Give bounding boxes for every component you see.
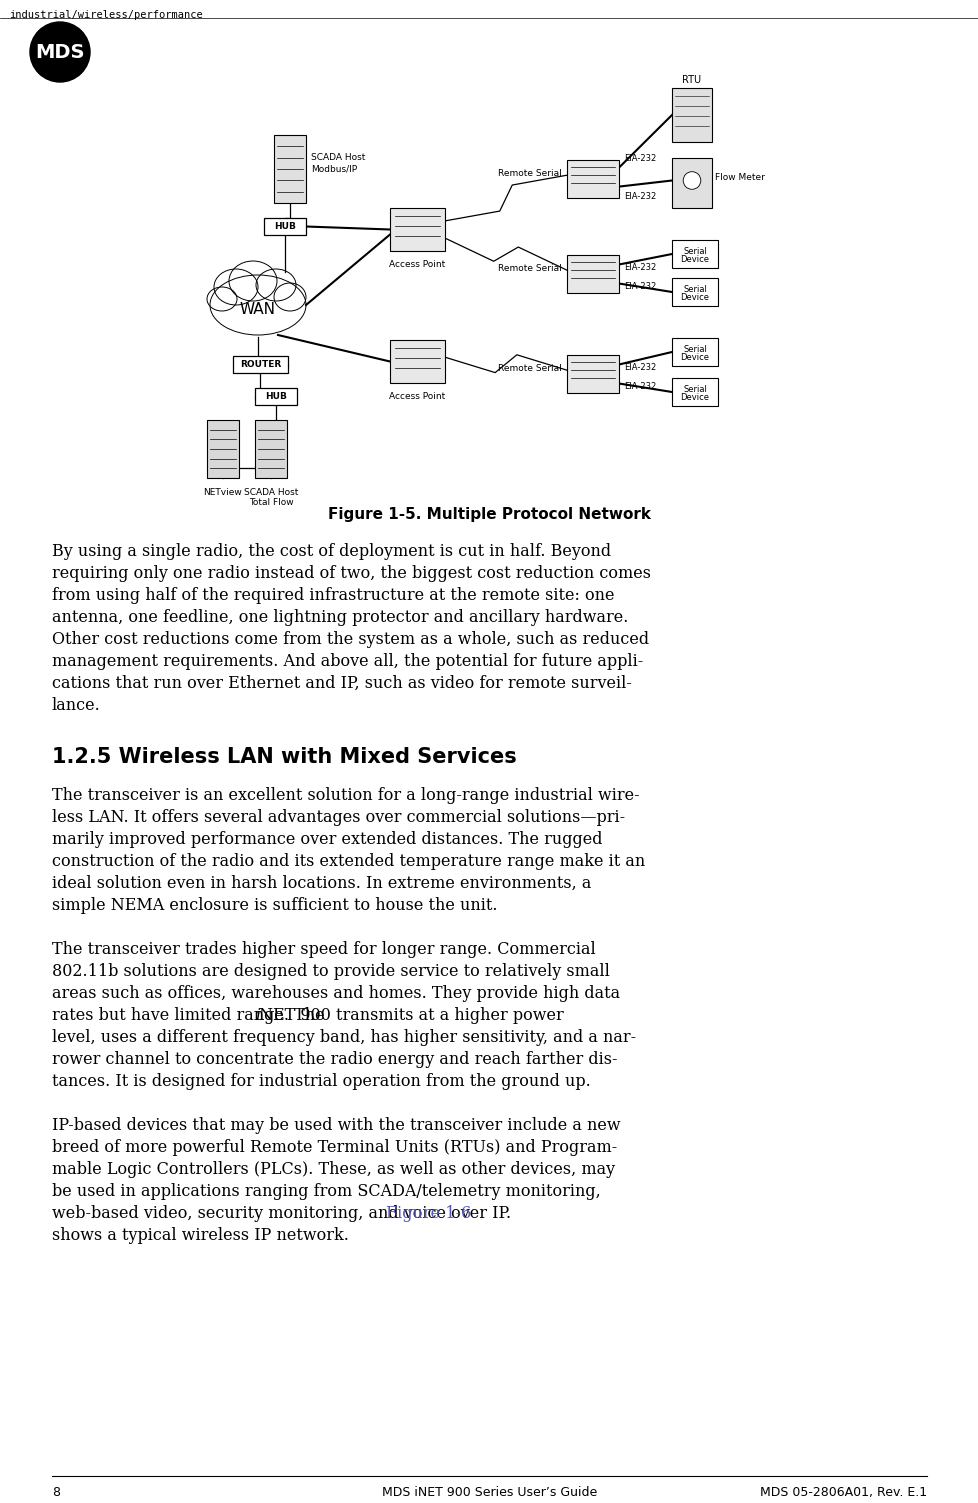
FancyBboxPatch shape (566, 355, 618, 392)
Text: level, uses a different frequency band, has higher sensitivity, and a nar-: level, uses a different frequency band, … (52, 1030, 636, 1046)
Text: Flow Meter: Flow Meter (714, 173, 764, 182)
Circle shape (30, 23, 90, 83)
Ellipse shape (214, 269, 258, 305)
Ellipse shape (229, 262, 277, 301)
Text: Serial: Serial (683, 284, 706, 293)
FancyBboxPatch shape (671, 158, 711, 207)
FancyBboxPatch shape (671, 278, 717, 307)
Text: rower channel to concentrate the radio energy and reach farther dis-: rower channel to concentrate the radio e… (52, 1051, 617, 1069)
Text: WAN: WAN (240, 302, 276, 317)
Text: Figure 1-5. Multiple Protocol Network: Figure 1-5. Multiple Protocol Network (329, 507, 650, 522)
Text: Device: Device (680, 353, 709, 362)
Text: NET 900 transmits at a higher power: NET 900 transmits at a higher power (259, 1007, 563, 1024)
Text: lance.: lance. (52, 697, 101, 714)
Text: MDS 05-2806A01, Rev. E.1: MDS 05-2806A01, Rev. E.1 (759, 1486, 926, 1498)
Text: RTU: RTU (682, 75, 701, 86)
Ellipse shape (206, 287, 237, 311)
Text: areas such as offices, warehouses and homes. They provide high data: areas such as offices, warehouses and ho… (52, 984, 619, 1003)
Text: Remote Serial: Remote Serial (498, 364, 561, 373)
FancyBboxPatch shape (254, 419, 287, 478)
Text: EIA-232: EIA-232 (623, 283, 655, 292)
Text: The transceiver is an excellent solution for a long-range industrial wire-: The transceiver is an excellent solution… (52, 788, 639, 804)
Text: Serial: Serial (683, 344, 706, 353)
Text: Access Point: Access Point (389, 260, 445, 269)
Text: mable Logic Controllers (PLCs). These, as well as other devices, may: mable Logic Controllers (PLCs). These, a… (52, 1160, 614, 1178)
Text: Device: Device (680, 293, 709, 302)
Text: Remote Serial: Remote Serial (498, 168, 561, 177)
Text: IP-based devices that may be used with the transceiver include a new: IP-based devices that may be used with t… (52, 1117, 620, 1133)
Ellipse shape (255, 269, 295, 301)
Text: Access Point: Access Point (389, 392, 445, 401)
FancyBboxPatch shape (389, 207, 445, 251)
Text: Remote Serial: Remote Serial (498, 265, 561, 274)
Text: Serial: Serial (683, 246, 706, 256)
FancyBboxPatch shape (233, 356, 288, 373)
Text: Device: Device (680, 394, 709, 403)
Text: from using half of the required infrastructure at the remote site: one: from using half of the required infrastr… (52, 588, 614, 604)
Text: Serial: Serial (683, 385, 706, 394)
FancyBboxPatch shape (254, 388, 296, 404)
FancyBboxPatch shape (389, 340, 445, 383)
Text: HUB: HUB (274, 222, 295, 231)
FancyBboxPatch shape (566, 256, 618, 293)
Text: be used in applications ranging from SCADA/telemetry monitoring,: be used in applications ranging from SCA… (52, 1183, 600, 1199)
Text: construction of the radio and its extended temperature range make it an: construction of the radio and its extend… (52, 854, 645, 870)
Text: EIA-232: EIA-232 (623, 191, 655, 200)
Text: Device: Device (680, 256, 709, 265)
Text: HUB: HUB (265, 392, 287, 401)
Text: By using a single radio, the cost of deployment is cut in half. Beyond: By using a single radio, the cost of dep… (52, 543, 610, 561)
Text: management requirements. And above all, the potential for future appli-: management requirements. And above all, … (52, 652, 643, 670)
FancyBboxPatch shape (671, 89, 711, 141)
Ellipse shape (210, 275, 306, 335)
Text: cations that run over Ethernet and IP, such as video for remote surveil-: cations that run over Ethernet and IP, s… (52, 675, 631, 691)
Text: 8: 8 (52, 1486, 60, 1498)
Text: EIA-232: EIA-232 (623, 263, 655, 272)
FancyBboxPatch shape (671, 240, 717, 268)
Text: less LAN. It offers several advantages over commercial solutions—pri-: less LAN. It offers several advantages o… (52, 809, 625, 827)
Text: Other cost reductions come from the system as a whole, such as reduced: Other cost reductions come from the syst… (52, 631, 648, 648)
Text: i: i (255, 1007, 260, 1024)
Text: EIA-232: EIA-232 (623, 153, 655, 162)
Text: simple NEMA enclosure is sufficient to house the unit.: simple NEMA enclosure is sufficient to h… (52, 897, 497, 914)
FancyBboxPatch shape (566, 159, 618, 198)
Text: shows a typical wireless IP network.: shows a typical wireless IP network. (52, 1226, 348, 1244)
Text: industrial/wireless/performance: industrial/wireless/performance (9, 11, 202, 20)
Text: SCADA Host: SCADA Host (244, 488, 298, 497)
Text: Modbus/IP: Modbus/IP (311, 164, 357, 173)
Text: The transceiver trades higher speed for longer range. Commercial: The transceiver trades higher speed for … (52, 941, 596, 957)
Text: NETview: NETview (203, 488, 243, 497)
Text: EIA-232: EIA-232 (623, 382, 655, 391)
Text: breed of more powerful Remote Terminal Units (RTUs) and Program-: breed of more powerful Remote Terminal U… (52, 1139, 616, 1156)
Text: MDS: MDS (35, 42, 85, 62)
Text: tances. It is designed for industrial operation from the ground up.: tances. It is designed for industrial op… (52, 1073, 590, 1090)
Text: rates but have limited range. The: rates but have limited range. The (52, 1007, 330, 1024)
Text: MDS iNET 900 Series User’s Guide: MDS iNET 900 Series User’s Guide (382, 1486, 597, 1498)
Text: requiring only one radio instead of two, the biggest cost reduction comes: requiring only one radio instead of two,… (52, 565, 650, 582)
FancyBboxPatch shape (264, 218, 306, 234)
Text: ROUTER: ROUTER (240, 361, 281, 370)
Circle shape (683, 171, 700, 189)
Text: 802.11b solutions are designed to provide service to relatively small: 802.11b solutions are designed to provid… (52, 963, 609, 980)
Text: marily improved performance over extended distances. The rugged: marily improved performance over extende… (52, 831, 601, 848)
Text: antenna, one feedline, one lightning protector and ancillary hardware.: antenna, one feedline, one lightning pro… (52, 609, 628, 627)
Text: EIA-232: EIA-232 (623, 364, 655, 373)
Ellipse shape (274, 283, 306, 311)
FancyBboxPatch shape (671, 338, 717, 367)
Text: ideal solution even in harsh locations. In extreme environments, a: ideal solution even in harsh locations. … (52, 875, 591, 891)
FancyBboxPatch shape (206, 419, 239, 478)
Text: Total Flow: Total Flow (248, 497, 293, 507)
Text: SCADA Host: SCADA Host (311, 152, 365, 161)
FancyBboxPatch shape (274, 135, 306, 203)
FancyBboxPatch shape (671, 377, 717, 406)
Text: 1.2.5 Wireless LAN with Mixed Services: 1.2.5 Wireless LAN with Mixed Services (52, 747, 516, 767)
Text: Figure 1-6: Figure 1-6 (386, 1205, 471, 1222)
Text: web-based video, security monitoring, and voice over IP.: web-based video, security monitoring, an… (52, 1205, 515, 1222)
